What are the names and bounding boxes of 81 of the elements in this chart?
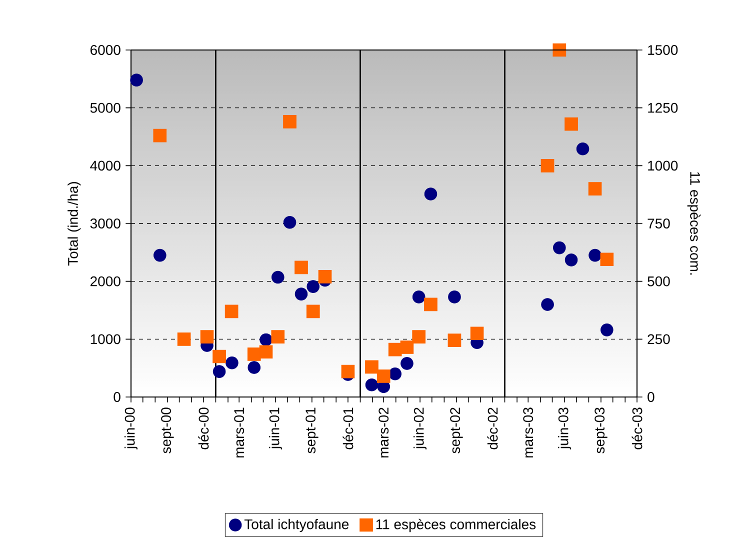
y-tick-label: 2000 [90, 276, 120, 286]
point [588, 248, 602, 262]
point [248, 361, 261, 374]
y-tick-label: 5000 [90, 102, 120, 113]
x-tick-label: déc-00 [198, 408, 209, 450]
x-tick-label: juin-02 [414, 408, 427, 450]
point [212, 365, 226, 378]
point [226, 356, 238, 370]
point [541, 298, 554, 311]
x-tick-label: sept-01 [306, 408, 318, 454]
point [318, 270, 332, 284]
point [200, 330, 214, 344]
point [388, 342, 402, 356]
y2-tick-label: 0 [648, 392, 654, 402]
point [259, 345, 273, 359]
y2-tick-label: 1500 [648, 45, 678, 55]
point [294, 260, 308, 274]
point [260, 333, 272, 346]
point [424, 298, 438, 312]
point [412, 330, 426, 344]
point [365, 360, 378, 374]
x-tick-label: déc-02 [487, 408, 498, 450]
point [540, 158, 554, 172]
x-tick-label: sept-02 [450, 408, 463, 454]
point [553, 241, 566, 254]
point [341, 364, 355, 378]
x-tick-label: déc-01 [342, 408, 354, 450]
point [376, 370, 390, 383]
y-tick-label: 0 [114, 392, 120, 402]
y2-tick-label: 1000 [648, 160, 678, 171]
point [400, 340, 414, 354]
point [130, 74, 143, 86]
y-tick-label: 4000 [90, 160, 120, 171]
point [600, 324, 614, 336]
x-tick-label: mars-01 [234, 408, 244, 458]
x-tick-label: mars-03 [523, 408, 534, 458]
x-tick-label: déc-03 [632, 408, 642, 450]
point [294, 288, 308, 300]
point [576, 142, 590, 156]
point [283, 115, 296, 128]
y-tick-label: 6000 [90, 45, 120, 55]
point [400, 357, 414, 370]
point [448, 290, 461, 304]
point [271, 330, 285, 344]
point [564, 117, 578, 131]
y2-tick-label: 500 [648, 276, 670, 286]
x-tick-label: sept-00 [161, 408, 174, 454]
point [153, 128, 167, 142]
y2-tick-label: 750 [648, 218, 670, 228]
point [552, 43, 566, 57]
point [177, 332, 191, 346]
y2-tick-label: 250 [648, 334, 670, 344]
point [283, 216, 296, 229]
x-tick-label: sept-03 [594, 408, 608, 454]
x-tick-label: mars-02 [378, 408, 389, 458]
point [306, 280, 320, 293]
point [412, 290, 426, 304]
point [224, 304, 238, 318]
point [271, 270, 284, 284]
point [448, 334, 462, 347]
legend-label: 11 espèces commerciales [376, 518, 536, 532]
y-tick-label: 1000 [90, 334, 120, 344]
y-tick-label: 3000 [90, 218, 120, 228]
point [600, 252, 614, 266]
x-tick-label: juin-03 [558, 408, 572, 450]
x-tick-label: juin-00 [124, 408, 138, 450]
point [470, 326, 484, 340]
point [154, 248, 166, 262]
y2-axis-title: 11 espèces com. [687, 172, 701, 275]
point [424, 188, 438, 200]
point [365, 378, 378, 392]
point [588, 182, 602, 196]
point [212, 350, 226, 364]
y2-tick-label: 1250 [648, 102, 678, 113]
y-axis-title: Total (ind./ha) [68, 182, 81, 266]
point [388, 367, 402, 380]
legend-label: Total ichtyofaune [244, 518, 349, 532]
point [564, 254, 578, 266]
x-tick-label: juin-01 [268, 408, 282, 450]
point [306, 304, 320, 318]
point [247, 348, 261, 361]
